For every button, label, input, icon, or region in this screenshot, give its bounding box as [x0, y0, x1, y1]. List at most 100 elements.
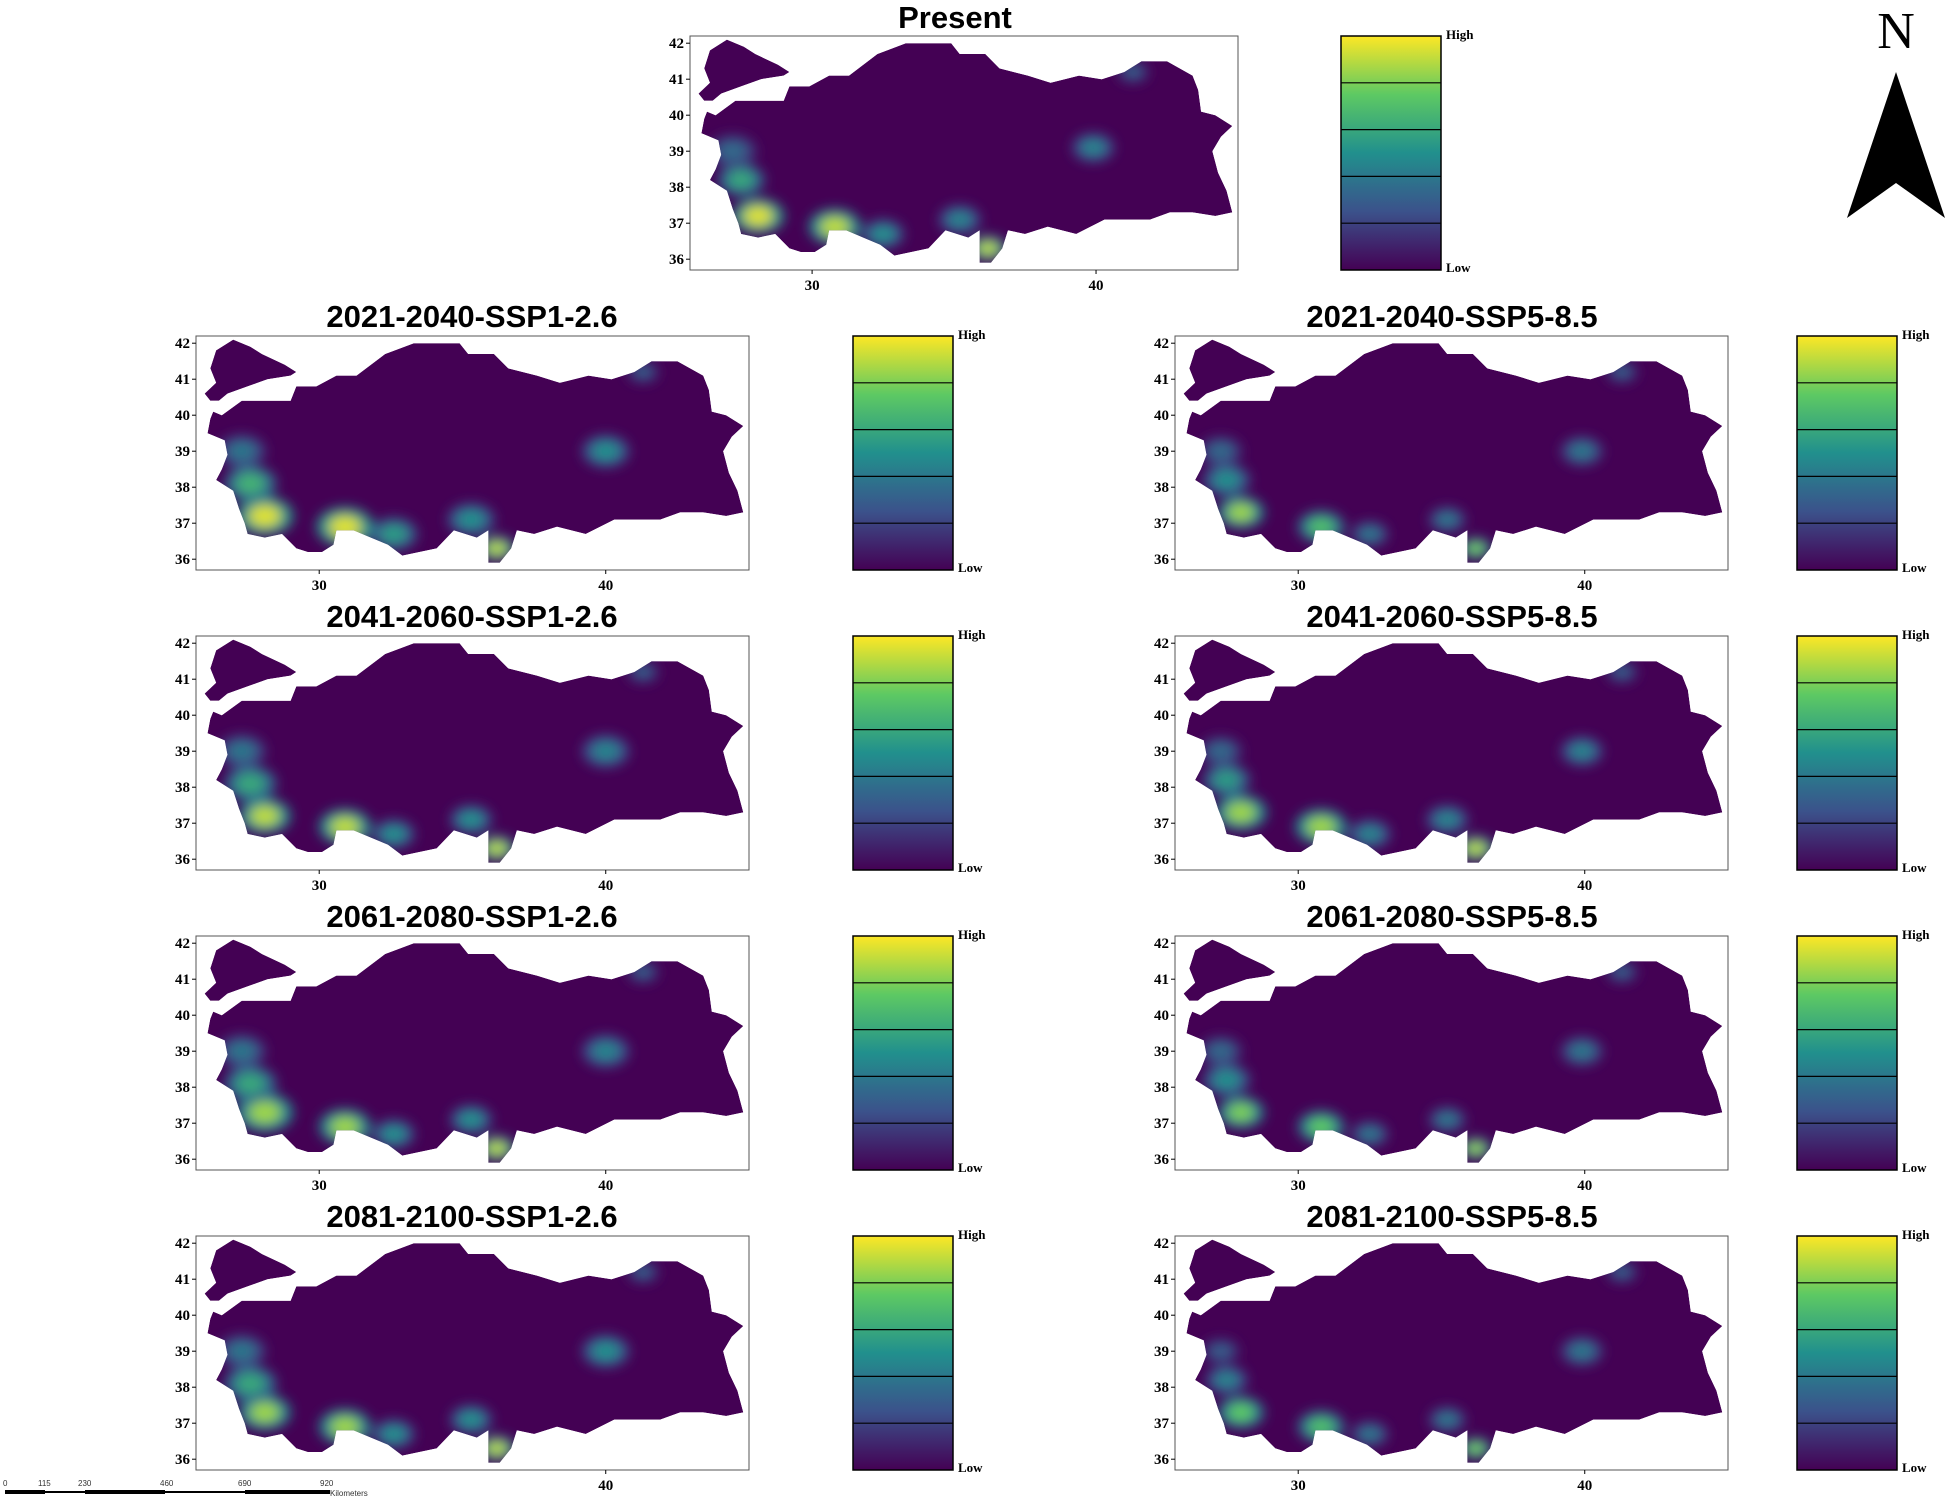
hotspot	[1467, 542, 1485, 555]
lat-tick-label: 41	[1154, 1272, 1169, 1288]
lat-tick-label: 37	[1154, 516, 1170, 532]
legend-colorbar: High Low	[1796, 627, 1930, 875]
legend-low-label: Low	[1902, 860, 1927, 875]
hotspot	[948, 211, 972, 228]
hotspot	[1465, 841, 1486, 856]
legend-gradient	[852, 335, 954, 571]
hotspot	[228, 742, 255, 761]
land-area	[1183, 339, 1276, 401]
hotspot	[592, 1342, 619, 1361]
lat-tick-label: 39	[175, 1344, 190, 1360]
legend-gradient	[852, 935, 954, 1171]
land-area	[207, 643, 744, 863]
lon-tick-label: 40	[598, 1478, 613, 1494]
legend-low-label: Low	[1902, 1160, 1927, 1175]
hotspot	[1570, 1343, 1594, 1360]
hotspot	[249, 1101, 281, 1124]
scale-tick-2: 230	[78, 1479, 92, 1488]
land-area	[1183, 939, 1276, 1001]
land-area	[1186, 943, 1723, 1163]
land-area	[207, 943, 744, 1163]
map-panel-present: Present 42 41 40 39 38 37 36 30 40 High Low	[669, 0, 1474, 294]
hotspot	[592, 742, 619, 761]
hotspot	[249, 505, 281, 527]
panel-title: 2041-2060-SSP1-2.6	[326, 599, 617, 634]
suitability-map	[1183, 639, 1723, 863]
hotspot	[380, 525, 407, 543]
hotspot	[1359, 527, 1380, 541]
hotspot	[382, 1426, 406, 1442]
panel-title: 2041-2060-SSP5-8.5	[1306, 599, 1597, 634]
hotspot	[228, 1042, 255, 1061]
suitability-map	[204, 939, 744, 1163]
legend-low-label: Low	[958, 560, 983, 575]
legend-high-label: High	[1902, 927, 1930, 942]
panel-title: Present	[898, 0, 1012, 35]
hotspot	[1209, 743, 1233, 760]
legend-high-label: High	[1446, 27, 1474, 42]
lat-tick-label: 38	[669, 180, 684, 196]
hotspot	[1437, 1112, 1458, 1127]
lon-tick-label: 30	[1291, 1478, 1306, 1494]
map-panel-ssp585-2081: 2081-2100-SSP5-8.5 42 41 40 39 38 37 36 30 40 High…	[1154, 1199, 1930, 1494]
scale-tick-0: 0	[3, 1479, 8, 1488]
north-arrow-letter: N	[1877, 3, 1915, 60]
land-area	[204, 339, 297, 401]
lat-tick-label: 36	[175, 552, 191, 568]
lat-tick-label: 42	[1154, 936, 1169, 952]
land-area	[701, 43, 1233, 263]
lon-tick-label: 40	[1577, 578, 1592, 594]
hotspot	[1570, 443, 1594, 460]
scale-unit: Kilometers	[330, 1489, 368, 1498]
lat-tick-label: 41	[175, 1272, 190, 1288]
land-area	[204, 639, 297, 701]
lat-tick-label: 41	[669, 72, 684, 88]
north-arrow-icon	[1847, 72, 1945, 218]
land-area	[698, 39, 790, 101]
hotspot	[459, 1111, 483, 1128]
lat-tick-label: 39	[175, 444, 190, 460]
hotspot	[728, 171, 754, 189]
hotspot	[1210, 1344, 1231, 1359]
suitability-hotspots	[1200, 661, 1638, 862]
lat-tick-label: 37	[1154, 816, 1170, 832]
lat-tick-label: 36	[175, 1152, 191, 1168]
lat-tick-label: 42	[1154, 336, 1169, 352]
hotspot	[592, 1042, 619, 1061]
legend-gradient	[1796, 935, 1898, 1171]
hotspot	[250, 1402, 280, 1423]
lat-tick-label: 38	[1154, 480, 1169, 496]
legend-colorbar: High Low	[852, 927, 986, 1175]
lon-tick-label: 40	[1577, 878, 1592, 894]
lon-tick-label: 30	[805, 278, 820, 294]
hotspot	[1228, 1103, 1254, 1122]
panel-title: 2061-2080-SSP5-8.5	[1306, 899, 1597, 934]
legend-gradient	[1340, 35, 1442, 271]
scale-tick-5: 920	[320, 1479, 334, 1488]
legend-colorbar: High Low	[852, 1227, 986, 1475]
lon-tick-label: 40	[598, 1178, 613, 1194]
lat-tick-label: 38	[1154, 780, 1169, 796]
legend-colorbar: High Low	[852, 327, 986, 575]
lat-tick-label: 37	[175, 1416, 191, 1432]
map-panel-ssp126-2061: 2061-2080-SSP1-2.6 42 41 40 39 38 37 36 30 40 High…	[175, 899, 986, 1194]
lon-tick-label: 30	[1291, 578, 1306, 594]
lat-tick-label: 42	[1154, 1236, 1169, 1252]
lat-tick-label: 40	[175, 1008, 190, 1024]
lat-tick-label: 36	[669, 252, 685, 268]
lat-tick-label: 41	[1154, 972, 1169, 988]
land-area	[204, 1239, 297, 1301]
legend-gradient	[1796, 335, 1898, 571]
lon-tick-label: 30	[312, 878, 327, 894]
hotspot	[1435, 811, 1459, 828]
land-area	[1186, 343, 1723, 563]
lon-tick-label: 40	[1577, 1178, 1592, 1194]
hotspot	[382, 1126, 406, 1142]
legend-high-label: High	[1902, 627, 1930, 642]
lat-tick-label: 42	[175, 1236, 190, 1252]
map-panel-ssp585-2021: 2021-2040-SSP5-8.5 42 41 40 39 38 37 36 30 40 High…	[1154, 299, 1930, 594]
hotspot	[459, 1411, 483, 1428]
legend-low-label: Low	[958, 1460, 983, 1475]
lon-tick-label: 30	[1291, 1178, 1306, 1194]
suitability-hotspots	[218, 361, 659, 562]
